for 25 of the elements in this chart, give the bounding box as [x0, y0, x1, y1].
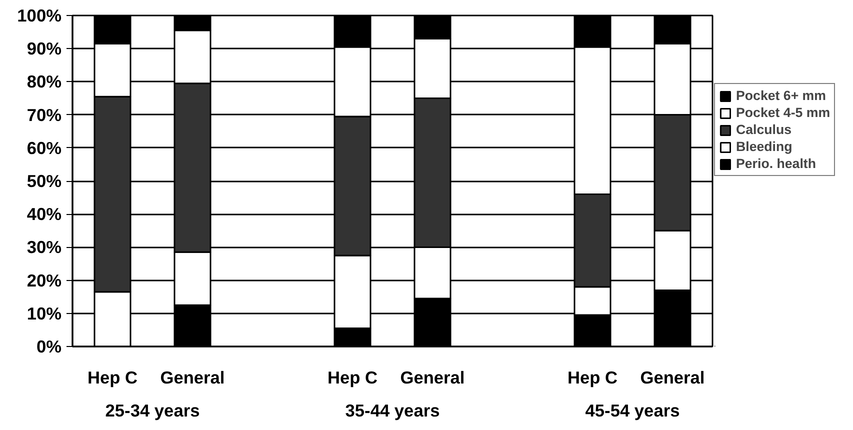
text: 25-34 years [105, 400, 200, 420]
x-tick-label: Hep C [87, 368, 138, 388]
y-tick-label: 10% [26, 303, 62, 324]
legend-label: Bleeding [736, 139, 792, 154]
y-tick-label: 50% [26, 171, 62, 191]
y-tick-label: 100% [17, 6, 62, 26]
x-tick-label: General [160, 368, 225, 388]
y-tick-label: 0% [36, 336, 62, 356]
legend-label: Pocket 4-5 mm [736, 105, 830, 120]
y-tick-label: 40% [26, 204, 62, 224]
x-tick-label: General [400, 368, 465, 388]
legend-label: Calculus [736, 122, 792, 137]
y-tick-label: 70% [26, 104, 62, 125]
y-tick-label: 80% [26, 72, 62, 92]
x-tick-label: Hep C [327, 368, 378, 388]
y-tick-label: 90% [26, 38, 62, 59]
text: 35-44 years [345, 400, 440, 420]
legend-label: Pocket 6+ mm [736, 88, 826, 103]
x-tick-label: Hep C [567, 368, 618, 388]
text: 45-54 years [585, 400, 680, 420]
y-tick-label: 30% [26, 237, 62, 258]
x-tick-label: General [640, 368, 705, 388]
y-tick-label: 20% [26, 270, 62, 290]
y-tick-label: 60% [26, 138, 62, 158]
legend-label: Perio. health [736, 156, 816, 171]
